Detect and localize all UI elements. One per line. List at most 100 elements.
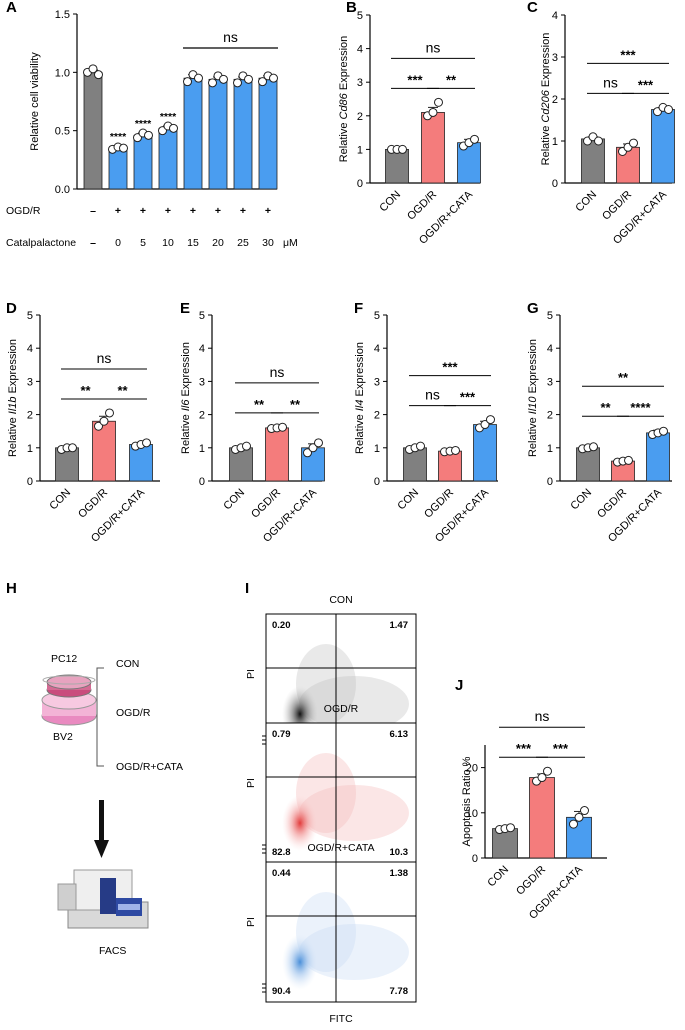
panel-letter-i: I xyxy=(245,580,249,597)
bar xyxy=(473,424,497,482)
y-axis-label-part: Il10 xyxy=(527,396,539,415)
x-tick-label: OGD/R xyxy=(76,487,110,521)
cell-label-pc12: PC12 xyxy=(51,653,77,665)
y-axis-label-part: Expression xyxy=(527,339,539,396)
significance-label: ** xyxy=(600,400,611,415)
y-axis-label-part: Relative xyxy=(540,123,552,166)
data-point xyxy=(303,448,312,458)
data-point xyxy=(624,455,633,465)
treatment-row-value: + xyxy=(190,205,196,217)
panel-letter: F xyxy=(354,300,363,317)
data-point xyxy=(105,408,114,418)
significance-label: *** xyxy=(442,360,458,375)
panel-letter: G xyxy=(527,300,539,317)
quadrant-percentage: 7.78 xyxy=(390,986,409,997)
data-point xyxy=(88,64,98,74)
group-label-con: CON xyxy=(116,658,139,670)
treatment-row-value: 20 xyxy=(212,237,224,249)
y-tick-label: 0.5 xyxy=(55,126,70,138)
flow-plot-title: OGD/R+CATA xyxy=(308,842,375,854)
treatment-row-value: – xyxy=(90,205,96,217)
data-point xyxy=(99,416,109,426)
x-tick-label: CON xyxy=(568,487,594,513)
data-point xyxy=(580,806,589,816)
bar xyxy=(492,828,518,859)
panel-letter: E xyxy=(180,300,190,317)
y-tick-label: 0 xyxy=(472,853,478,865)
significance-label: *** xyxy=(638,77,654,92)
y-tick-label: 10 xyxy=(466,808,478,820)
x-tick-label: OGD/R xyxy=(600,189,634,223)
x-tick-label: CON xyxy=(485,864,511,890)
bar xyxy=(258,77,278,190)
y-tick-label: 4 xyxy=(199,343,205,355)
significance-label: **** xyxy=(135,118,152,130)
bar xyxy=(576,447,600,482)
y-tick-label: 2 xyxy=(199,410,205,422)
data-point xyxy=(416,441,425,451)
panel-letter: D xyxy=(6,300,17,317)
density-core xyxy=(282,934,318,990)
density-cloud xyxy=(299,785,409,841)
treatment-row-value: + xyxy=(140,205,146,217)
panel-letter: J xyxy=(455,677,463,694)
y-axis-label: Relative Il6 Expression xyxy=(180,342,192,454)
significance-label: ns xyxy=(223,29,238,45)
group-bracket xyxy=(96,667,104,767)
significance-label: **** xyxy=(630,400,651,415)
bar xyxy=(385,148,409,184)
y-axis-label-part: Il6 xyxy=(180,399,192,412)
flow-plot-title: OGD/R xyxy=(324,703,359,715)
y-tick-label: 1 xyxy=(374,443,380,455)
significance-label: *** xyxy=(460,390,476,405)
group-label-ogdr-cata: OGD/R+CATA xyxy=(116,761,183,773)
y-tick-label: 0 xyxy=(199,476,205,488)
y-tick-label: 4 xyxy=(357,44,363,56)
x-tick-label: CON xyxy=(377,189,403,215)
data-point xyxy=(543,766,552,776)
x-tick-label: OGD/R xyxy=(514,864,548,898)
y-axis-label: Relative Il1b Expression xyxy=(7,339,19,457)
bar xyxy=(129,444,153,482)
flow-plot-blue: OGD/R+CATA 0.44 1.38 90.4 7.78 PI xyxy=(245,842,417,1003)
y-axis-label: Relative Il10 Expression xyxy=(527,339,539,457)
treatment-row-value: 5 xyxy=(140,237,146,249)
y-tick-label: 2 xyxy=(547,410,553,422)
treatment-row-value: + xyxy=(165,205,171,217)
data-point xyxy=(398,144,407,154)
x-tick-label: CON xyxy=(221,487,247,513)
data-point xyxy=(169,123,178,133)
significance-label: **** xyxy=(110,131,127,143)
treatment-row-value: + xyxy=(240,205,246,217)
data-point xyxy=(258,77,267,87)
y-tick-label: 4 xyxy=(552,10,558,22)
data-point xyxy=(569,819,578,829)
data-point xyxy=(659,426,668,436)
y-tick-label: 1 xyxy=(552,136,558,148)
significance-label: ns xyxy=(425,387,440,403)
bar xyxy=(421,112,445,184)
y-tick-label: 0.0 xyxy=(55,184,70,196)
y-axis-label: Apoptosis Ratio % xyxy=(461,756,473,846)
data-point xyxy=(574,812,584,822)
bar xyxy=(233,78,253,190)
bar xyxy=(208,78,228,190)
bar xyxy=(529,777,555,859)
y-axis-label-part: Expression xyxy=(180,342,192,399)
significance-label: ** xyxy=(290,397,301,412)
data-point xyxy=(314,438,323,448)
y-tick-label: 1 xyxy=(199,443,205,455)
y-tick-label: 4 xyxy=(374,343,380,355)
y-axis-label-part: Cd206 xyxy=(540,89,552,122)
treatment-row-label: OGD/R xyxy=(6,205,41,217)
y-tick-label: 0 xyxy=(27,476,33,488)
data-point xyxy=(594,136,603,146)
data-point xyxy=(278,422,287,432)
y-tick-label: 0 xyxy=(552,178,558,190)
y-axis-label-part: Cd86 xyxy=(338,92,350,119)
x-tick-label: CON xyxy=(47,487,73,513)
